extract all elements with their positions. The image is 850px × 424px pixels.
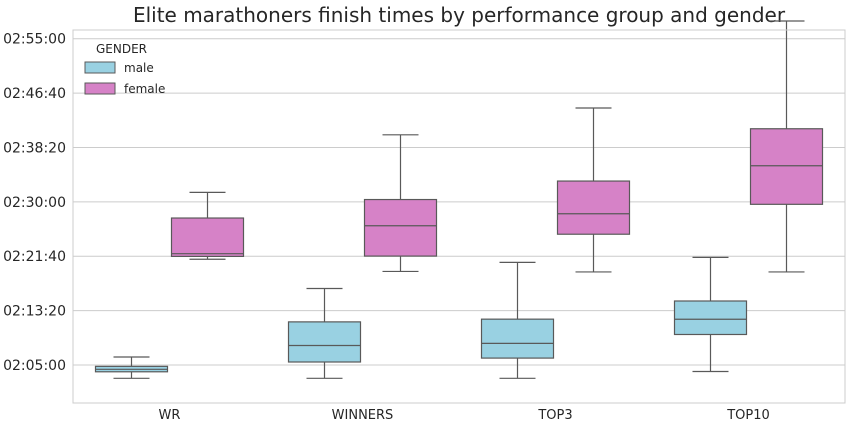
box-iqr — [749, 128, 824, 205]
box-male-wr — [94, 356, 169, 379]
y-tick-label: 02:05:00 — [3, 358, 66, 374]
box-male-top3 — [480, 261, 555, 379]
box-iqr — [480, 318, 555, 359]
x-tick-label: TOP10 — [726, 408, 770, 423]
box-female-top10 — [749, 20, 824, 273]
box-female-winners — [363, 134, 438, 273]
y-tick-label: 02:55:00 — [3, 32, 66, 48]
box-female-top3 — [556, 107, 631, 273]
y-tick-label: 02:38:20 — [3, 140, 66, 156]
box-iqr — [287, 321, 362, 363]
x-tick-label: WR — [159, 408, 181, 423]
box-female-wr — [170, 191, 245, 260]
x-tick-label: TOP3 — [537, 408, 572, 423]
legend-label-male: male — [124, 61, 154, 75]
axis-labels: 02:05:00 02:13:20 02:21:40 02:30:00 02:38:20… — [3, 32, 770, 423]
chart-title: Elite marathoners finish times by perfor… — [133, 3, 786, 27]
box-plots — [94, 20, 824, 379]
y-tick-label: 02:13:20 — [3, 304, 66, 320]
y-tick-label: 02:30:00 — [3, 195, 66, 211]
box-iqr — [556, 180, 631, 235]
x-tick-label: WINNERS — [332, 408, 394, 423]
y-tick-label: 02:21:40 — [3, 249, 66, 265]
legend: GENDER male female — [84, 42, 165, 96]
y-tick-label: 02:46:40 — [3, 86, 66, 102]
legend-swatch-female — [84, 82, 116, 95]
legend-swatch-male — [84, 61, 116, 74]
plot-frame — [72, 29, 846, 404]
box-male-top10 — [673, 256, 748, 373]
legend-title: GENDER — [96, 42, 147, 56]
box-iqr — [673, 300, 748, 336]
box-male-winners — [287, 287, 362, 379]
legend-label-female: female — [124, 82, 165, 96]
box-iqr — [363, 198, 438, 257]
box-iqr — [170, 217, 245, 258]
